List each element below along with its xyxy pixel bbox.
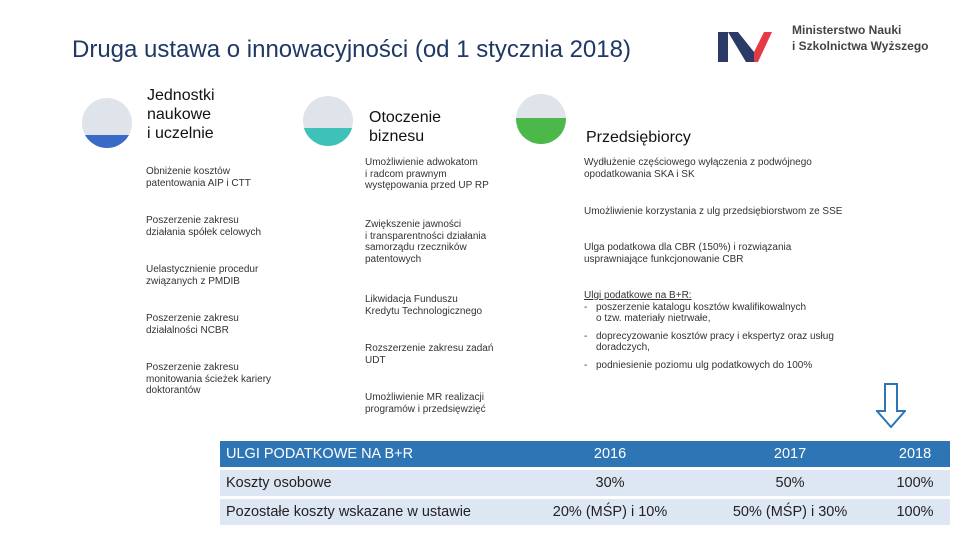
- br-relief-line: doprecyzowanie kosztów pracy i ekspertyz…: [596, 330, 834, 342]
- col2-item-line: UDT: [365, 354, 386, 366]
- col2-item: Likwidacja Funduszu Kredytu Technologicz…: [365, 294, 482, 317]
- br-relief-line: doradczych,: [596, 342, 650, 353]
- entrepreneurs-icon: [516, 94, 566, 144]
- col2-item: Rozszerzenie zakresu zadań UDT: [365, 343, 493, 366]
- col2-item-line: Umożliwienie MR realizacji: [365, 392, 484, 403]
- col3-item-line: Umożliwienie korzystania z ulg przedsięb…: [584, 206, 843, 217]
- table-header-cell: 2016: [520, 441, 701, 467]
- col2-item: Umożliwienie adwokatom i radcom prawnym …: [365, 157, 489, 192]
- col3-heading: Przedsiębiorcy: [586, 128, 691, 147]
- col1-item-line: patentowania AIP i CTT: [146, 177, 251, 189]
- col1-heading: Jednostki naukowe i uczelnie: [147, 86, 215, 143]
- col3-item-line: opodatkowania SKA i SK: [584, 168, 695, 180]
- br-relief-heading: Ulgi podatkowe na B+R:: [584, 290, 692, 301]
- col3-item: Wydłużenie częściowego wyłączenia z podw…: [584, 157, 812, 180]
- col1-item-line: działalności NCBR: [146, 324, 229, 336]
- col2-item-line: samorządu rzeczników: [365, 242, 467, 253]
- col1-item: Obniżenie kosztów patentowania AIP i CTT: [146, 166, 251, 189]
- br-relief-line: podniesienie poziomu ulg podatkowych do …: [596, 359, 813, 371]
- table-header-cell: 2017: [700, 441, 881, 467]
- col2-item: Umożliwienie MR realizacji programów i p…: [365, 392, 486, 415]
- col2-heading: Otoczenie biznesu: [369, 108, 441, 146]
- col1-item-line: Poszerzenie zakresu: [146, 313, 239, 324]
- col3-heading-line: Przedsiębiorcy: [586, 129, 691, 146]
- col1-item-line: Poszerzenie zakresu: [146, 215, 239, 226]
- table-header-cell: 2018: [880, 441, 950, 467]
- col1-item-line: Obniżenie kosztów: [146, 166, 230, 177]
- col1-item-line: monitowania ścieżek kariery: [146, 373, 272, 385]
- br-relief-item: poszerzenie katalogu kosztów kwalifikowa…: [584, 302, 874, 325]
- col2-item-line: i radcom prawnym: [365, 168, 447, 180]
- br-relief-item: podniesienie poziomu ulg podatkowych do …: [584, 360, 874, 372]
- col2-item-line: Rozszerzenie zakresu zadań: [365, 343, 494, 354]
- table-cell: 30%: [520, 470, 701, 496]
- col3-item-line: usprawniające funkcjonowanie CBR: [584, 253, 744, 265]
- col3-item: Umożliwienie korzystania z ulg przedsięb…: [584, 206, 842, 218]
- col2-heading-line: biznesu: [369, 128, 425, 145]
- col3-item: Ulga podatkowa dla CBR (150%) i rozwiąza…: [584, 242, 791, 265]
- table-cell: 20% (MŚP) i 10%: [520, 499, 701, 525]
- down-arrow-icon: [876, 383, 906, 428]
- research-units-icon: [82, 98, 132, 148]
- ministry-name-line2: i Szkolnictwa Wyższego: [792, 39, 929, 53]
- col2-item-line: i transparentności działania: [365, 230, 487, 242]
- col1-item: Poszerzenie zakresu działalności NCBR: [146, 313, 239, 336]
- col1-item: Uelastycznienie procedur związanych z PM…: [146, 264, 258, 287]
- table-cell: 100%: [880, 499, 950, 525]
- col1-item: Poszerzenie zakresu działania spółek cel…: [146, 215, 261, 238]
- col1-heading-line: i uczelnie: [147, 125, 214, 142]
- br-relief-line: o tzw. materiały nietrwałe,: [596, 313, 711, 324]
- table-cell: Pozostałe koszty wskazane w ustawie: [220, 499, 520, 525]
- col1-item-line: doktorantów: [146, 385, 201, 396]
- col2-item-line: Likwidacja Funduszu: [365, 294, 458, 305]
- br-relief-item: doprecyzowanie kosztów pracy i ekspertyz…: [584, 331, 874, 354]
- col2-item-line: Umożliwienie adwokatom: [365, 157, 478, 168]
- table-cell: 50%: [700, 470, 881, 496]
- table-cell: 100%: [880, 470, 950, 496]
- tax-relief-table: ULGI PODATKOWE NA B+R 2016 2017 2018 Kos…: [220, 438, 950, 528]
- table-row: Koszty osobowe 30% 50% 100%: [220, 470, 950, 496]
- col1-heading-line: naukowe: [147, 106, 212, 123]
- table-cell: 50% (MŚP) i 30%: [700, 499, 881, 525]
- col1-item-line: działania spółek celowych: [146, 226, 262, 238]
- col1-item-line: związanych z PMDIB: [146, 275, 240, 287]
- col2-item-line: programów i przedsięwzięć: [365, 403, 486, 415]
- col2-item: Zwiększenie jawności i transparentności …: [365, 219, 486, 265]
- col1-heading-line: Jednostki: [147, 87, 215, 104]
- col1-item-line: Poszerzenie zakresu: [146, 362, 239, 373]
- business-environment-icon: [303, 96, 353, 146]
- table-row: Pozostałe koszty wskazane w ustawie 20% …: [220, 499, 950, 525]
- br-relief-line: poszerzenie katalogu kosztów kwalifikowa…: [596, 301, 807, 313]
- table-header-cell: ULGI PODATKOWE NA B+R: [220, 441, 520, 467]
- col2-item-line: Kredytu Technologicznego: [365, 305, 483, 317]
- br-relief-block: Ulgi podatkowe na B+R: poszerzenie katal…: [584, 290, 874, 371]
- col3-item-line: Wydłużenie częściowego wyłączenia z podw…: [584, 157, 812, 168]
- col3-item-line: Ulga podatkowa dla CBR (150%) i rozwiąza…: [584, 242, 792, 253]
- ministry-logo: [718, 32, 772, 62]
- ministry-name-line1: Ministerstwo Nauki: [792, 23, 902, 37]
- table-cell: Koszty osobowe: [220, 470, 520, 496]
- col2-heading-line: Otoczenie: [369, 109, 442, 126]
- col1-item: Poszerzenie zakresu monitowania ścieżek …: [146, 362, 271, 397]
- col2-item-line: Zwiększenie jawności: [365, 219, 462, 230]
- col2-item-line: patentowych: [365, 253, 422, 265]
- col2-item-line: występowania przed UP RP: [365, 180, 489, 191]
- page-title: Druga ustawa o innowacyjności (od 1 styc…: [72, 36, 631, 63]
- col1-item-line: Uelastycznienie procedur: [146, 264, 259, 275]
- table-header-row: ULGI PODATKOWE NA B+R 2016 2017 2018: [220, 441, 950, 467]
- ministry-name: Ministerstwo Nauki i Szkolnictwa Wyższeg…: [792, 22, 928, 54]
